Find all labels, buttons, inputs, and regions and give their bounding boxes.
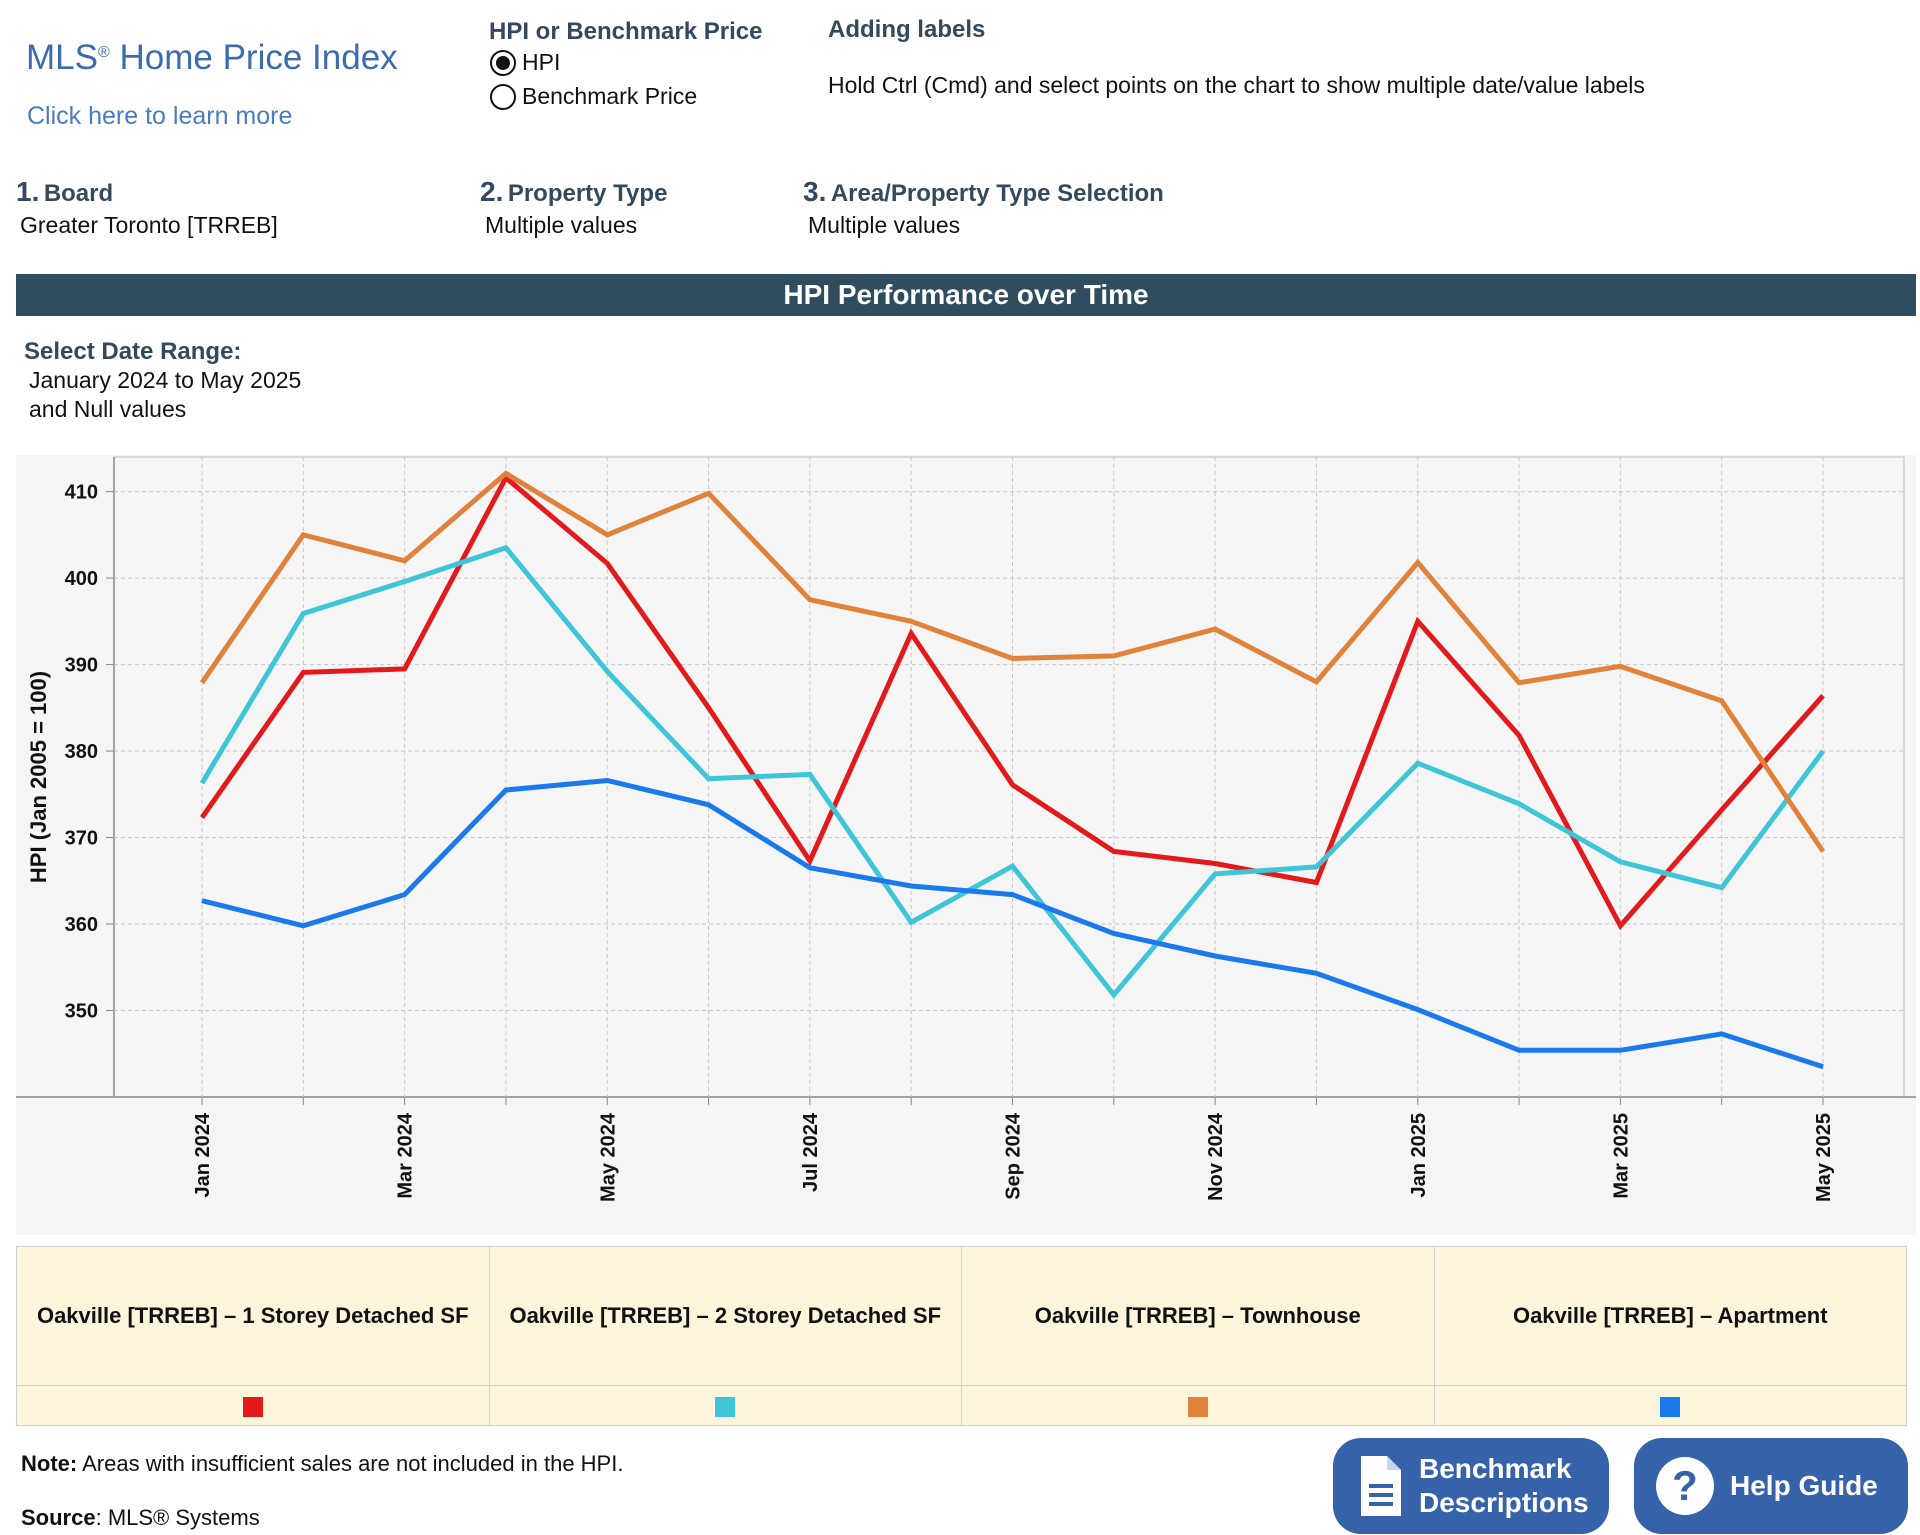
y-tick-label: 360 bbox=[65, 914, 98, 936]
x-tick-label: Mar 2024 bbox=[395, 1112, 417, 1198]
legend-swatch bbox=[1187, 1397, 1208, 1417]
y-tick-label: 390 bbox=[65, 655, 98, 677]
chart-svg[interactable]: 350 360 370 380 390 400 410 HPI (Jan 2005 = 100… bbox=[16, 455, 1916, 1235]
legend-item-1-storey[interactable]: Oakville [TRREB] – 1 Storey Detached SF bbox=[17, 1247, 490, 1425]
date-range-label: Select Date Range: bbox=[24, 338, 242, 365]
y-tick-label: 350 bbox=[65, 1001, 98, 1023]
series-line-4 bbox=[201, 777, 1824, 1070]
svg-text:?: ? bbox=[1672, 1462, 1698, 1509]
x-tick-label: Nov 2024 bbox=[1205, 1112, 1227, 1201]
help-guide-button[interactable]: ? Help Guide bbox=[1634, 1438, 1908, 1534]
adding-labels-heading: Adding labels bbox=[828, 16, 986, 43]
note-text: Note: Areas with insufficient sales are … bbox=[21, 1451, 624, 1476]
radio-benchmark-price[interactable]: Benchmark Price bbox=[490, 83, 697, 110]
filter-area-selection-value[interactable]: Multiple values bbox=[808, 212, 961, 238]
mls-hpi-logo[interactable]: MLS® Home Price Index bbox=[26, 38, 398, 77]
filter-board[interactable]: 1. Board bbox=[16, 176, 114, 207]
y-tick-label: 380 bbox=[65, 741, 98, 763]
x-tick-label: Jan 2025 bbox=[1408, 1113, 1430, 1198]
x-tick-label: Mar 2025 bbox=[1610, 1113, 1632, 1199]
filter-board-value[interactable]: Greater Toronto [TRREB] bbox=[20, 212, 278, 238]
legend-swatch bbox=[1660, 1397, 1681, 1417]
adding-labels-text: Hold Ctrl (Cmd) and select points on the… bbox=[828, 72, 1645, 98]
legend-swatch bbox=[715, 1397, 736, 1417]
radio-benchmark-label: Benchmark Price bbox=[522, 83, 698, 109]
x-tick-label: May 2024 bbox=[597, 1112, 619, 1202]
radio-hpi[interactable]: HPI bbox=[490, 49, 560, 76]
y-tick-label: 370 bbox=[65, 828, 98, 850]
legend-item-2-storey[interactable]: Oakville [TRREB] – 2 Storey Detached SF bbox=[489, 1247, 962, 1425]
y-tick-label: 400 bbox=[65, 568, 98, 590]
source-text: Source: MLS® Systems bbox=[21, 1505, 260, 1530]
x-tick-label: May 2025 bbox=[1813, 1113, 1835, 1202]
filter-area-selection[interactable]: 3. Area/Property Type Selection bbox=[803, 176, 1164, 207]
legend-label: Oakville [TRREB] – 1 Storey Detached SF bbox=[17, 1247, 489, 1386]
date-range-null: and Null values bbox=[29, 396, 187, 422]
x-tick-label: Jan 2024 bbox=[192, 1112, 214, 1197]
filter-property-type-value[interactable]: Multiple values bbox=[485, 212, 638, 238]
document-icon bbox=[1361, 1456, 1401, 1516]
series-line-1 bbox=[199, 473, 1825, 931]
legend-label: Oakville [TRREB] – 2 Storey Detached SF bbox=[489, 1247, 961, 1386]
radio-selected-icon[interactable] bbox=[490, 49, 516, 76]
legend-label: Oakville [TRREB] – Apartment bbox=[1434, 1247, 1906, 1386]
x-tick-label: Sep 2024 bbox=[1003, 1112, 1025, 1200]
measure-selector-heading: HPI or Benchmark Price bbox=[489, 18, 763, 45]
date-range-value[interactable]: January 2024 to May 2025 bbox=[29, 367, 302, 393]
legend-item-apartment[interactable]: Oakville [TRREB] – Apartment bbox=[1434, 1247, 1906, 1425]
chart-legend: Oakville [TRREB] – 1 Storey Detached SF … bbox=[16, 1246, 1907, 1426]
learn-more-link[interactable]: Click here to learn more bbox=[27, 102, 293, 130]
filter-property-type[interactable]: 2. Property Type bbox=[480, 176, 668, 207]
radio-unselected-icon[interactable] bbox=[490, 83, 516, 110]
series-line-3 bbox=[199, 470, 1826, 853]
chart-banner-title: HPI Performance over Time bbox=[16, 274, 1916, 316]
help-question-icon: ? bbox=[1656, 1457, 1714, 1515]
hpi-line-chart[interactable]: 350 360 370 380 390 400 410 HPI (Jan 2005 = 100… bbox=[16, 455, 1916, 1235]
legend-item-townhouse[interactable]: Oakville [TRREB] – Townhouse bbox=[962, 1247, 1435, 1425]
legend-swatch bbox=[242, 1397, 263, 1417]
legend-label: Oakville [TRREB] – Townhouse bbox=[962, 1247, 1434, 1386]
x-tick-label: Jul 2024 bbox=[800, 1112, 822, 1192]
y-tick-label: 410 bbox=[65, 482, 98, 504]
y-axis-title: HPI (Jan 2005 = 100) bbox=[26, 671, 51, 883]
radio-hpi-label: HPI bbox=[522, 49, 561, 75]
benchmark-descriptions-button[interactable]: Benchmark Descriptions bbox=[1333, 1438, 1609, 1534]
series-line-2 bbox=[199, 544, 1826, 999]
